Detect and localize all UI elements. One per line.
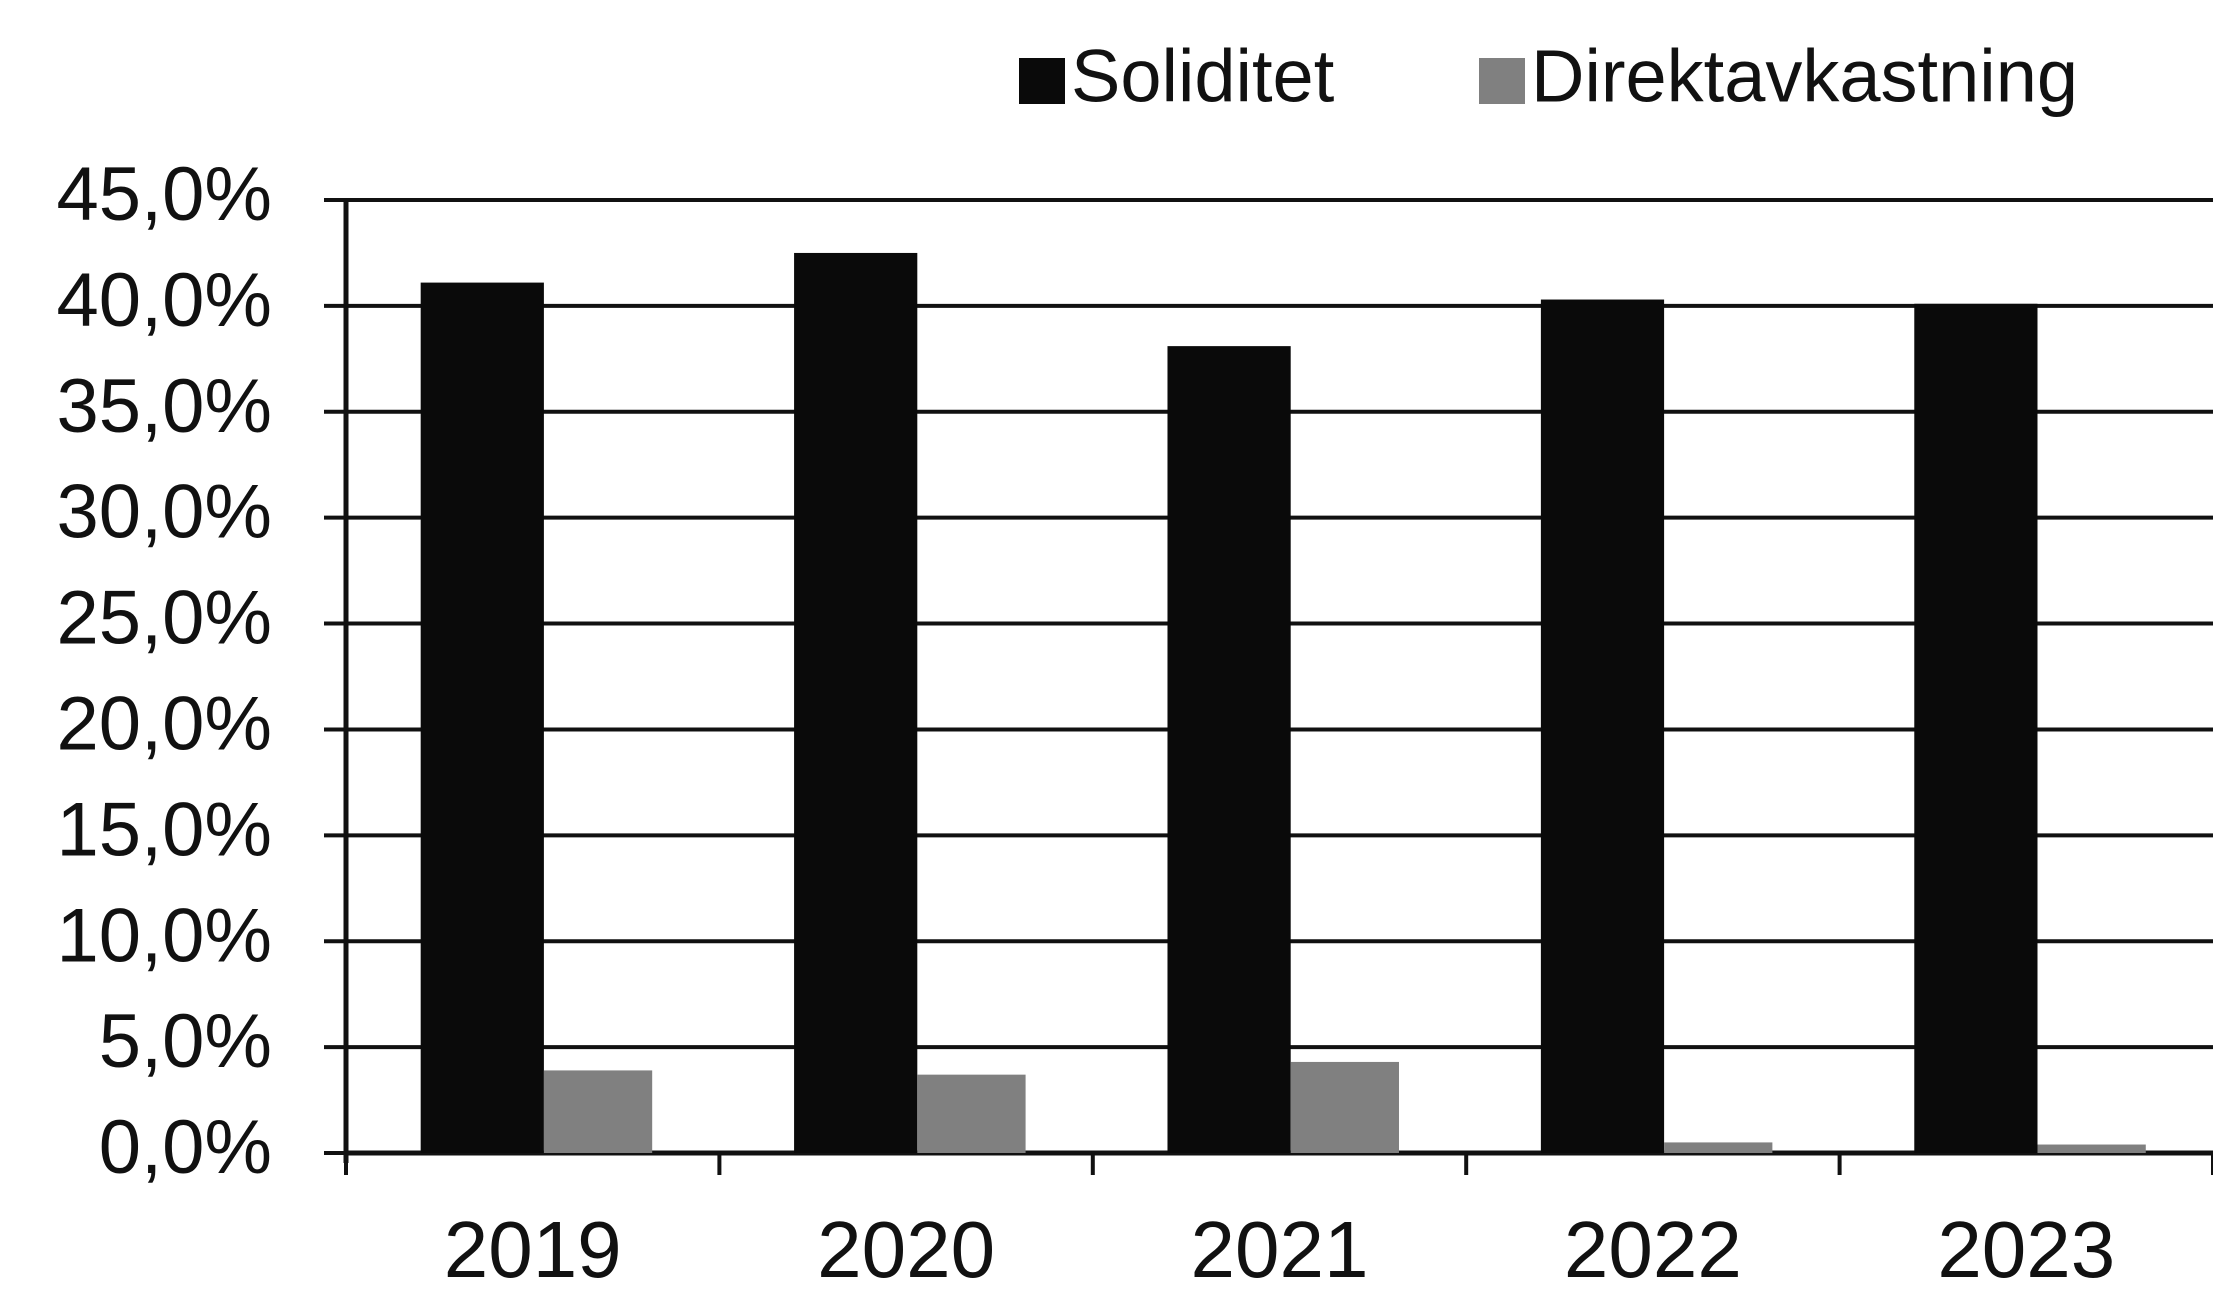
legend-label: Soliditet bbox=[1071, 35, 1335, 118]
bar bbox=[1914, 303, 2038, 1153]
y-tick-label: 0,0% bbox=[99, 1105, 272, 1190]
x-tick-label: 2023 bbox=[1937, 1205, 2115, 1294]
bar bbox=[420, 282, 544, 1153]
y-tick-label: 10,0% bbox=[57, 893, 273, 978]
bar bbox=[543, 1070, 653, 1153]
bar bbox=[1664, 1142, 1773, 1153]
legend-swatch bbox=[1479, 58, 1525, 104]
x-tick-label: 2021 bbox=[1191, 1205, 1369, 1294]
y-tick-label: 25,0% bbox=[57, 576, 273, 661]
x-tick-label: 2022 bbox=[1564, 1205, 1742, 1294]
bar bbox=[917, 1074, 1026, 1153]
y-tick-label: 15,0% bbox=[57, 787, 273, 872]
y-tick-label: 35,0% bbox=[57, 364, 273, 449]
y-tick-label: 5,0% bbox=[99, 999, 272, 1084]
bar bbox=[2037, 1144, 2146, 1153]
legend-label: Direktavkastning bbox=[1531, 35, 2078, 118]
bar bbox=[794, 252, 918, 1153]
bar bbox=[1167, 346, 1291, 1153]
y-tick-label: 45,0% bbox=[57, 152, 273, 237]
y-tick-label: 40,0% bbox=[57, 258, 273, 343]
legend-swatch bbox=[1019, 58, 1065, 104]
bar bbox=[1290, 1061, 1399, 1153]
x-tick-label: 2020 bbox=[817, 1205, 995, 1294]
bar bbox=[1540, 299, 1665, 1154]
y-tick-label: 20,0% bbox=[57, 682, 273, 767]
x-tick-label: 2019 bbox=[444, 1205, 622, 1294]
y-tick-label: 30,0% bbox=[57, 470, 273, 555]
